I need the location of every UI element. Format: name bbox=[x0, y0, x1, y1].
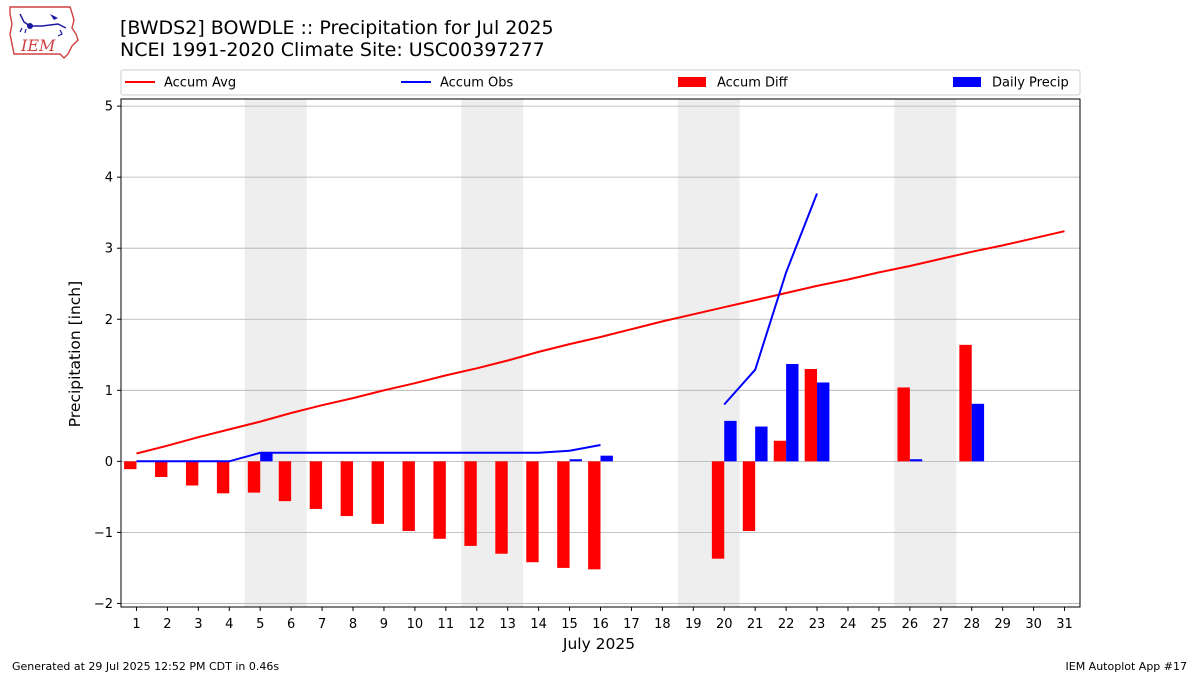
line-accum-obs bbox=[723, 193, 818, 406]
bar-accum-diff bbox=[464, 461, 477, 546]
bar-accum-diff bbox=[742, 461, 756, 531]
x-tick-label: 15 bbox=[561, 617, 578, 632]
legend-swatch bbox=[953, 77, 981, 87]
x-tick-label: 2 bbox=[163, 617, 171, 632]
bar-accum-diff bbox=[526, 461, 539, 563]
y-tick-label: 1 bbox=[105, 384, 113, 399]
bar-accum-diff bbox=[216, 461, 230, 494]
weekend-band bbox=[894, 99, 957, 607]
x-tick-label: 29 bbox=[994, 617, 1011, 632]
bar-accum-diff bbox=[371, 461, 384, 524]
bar-accum-diff bbox=[588, 461, 601, 570]
x-tick-label: 28 bbox=[963, 617, 980, 632]
x-tick-label: 25 bbox=[871, 617, 888, 632]
legend-swatch bbox=[678, 77, 706, 87]
y-tick-label: 0 bbox=[105, 455, 113, 470]
x-tick-label: 10 bbox=[407, 617, 424, 632]
bar-accum-diff bbox=[959, 344, 972, 462]
bar-daily-precip bbox=[600, 455, 613, 462]
bar-accum-diff bbox=[340, 461, 354, 517]
x-tick-label: 1 bbox=[132, 617, 140, 632]
weekend-band bbox=[677, 99, 740, 607]
y-tick-label: −2 bbox=[94, 597, 113, 612]
bar-accum-diff bbox=[155, 461, 168, 477]
bar-accum-diff bbox=[557, 461, 570, 568]
bar-accum-diff bbox=[711, 461, 725, 559]
bar-daily-precip bbox=[909, 459, 923, 462]
bar-accum-diff bbox=[495, 461, 508, 554]
y-tick-label: 4 bbox=[105, 171, 113, 186]
bar-accum-diff bbox=[185, 461, 199, 486]
bar-accum-diff bbox=[897, 387, 910, 462]
x-tick-label: 27 bbox=[933, 617, 950, 632]
lines bbox=[136, 193, 1065, 463]
bar-accum-diff bbox=[247, 461, 261, 493]
bar-daily-precip bbox=[786, 364, 799, 462]
y-axis-label: Precipitation [inch] bbox=[66, 281, 84, 427]
legend-box bbox=[120, 69, 1081, 96]
bar-accum-diff bbox=[773, 440, 787, 462]
x-tick-label: 9 bbox=[380, 617, 388, 632]
x-tick-label: 13 bbox=[499, 617, 516, 632]
x-tick-label: 8 bbox=[349, 617, 357, 632]
chart-subtitle: NCEI 1991-2020 Climate Site: USC00397277 bbox=[120, 39, 545, 61]
x-tick-label: 14 bbox=[530, 617, 547, 632]
y-tick-label: 2 bbox=[105, 313, 113, 328]
bar-daily-precip bbox=[260, 452, 273, 462]
legend-label: Accum Diff bbox=[717, 76, 789, 91]
bars bbox=[124, 344, 985, 570]
chart-title: [BWDS2] BOWDLE :: Precipitation for Jul … bbox=[120, 17, 554, 39]
weekend-band bbox=[244, 99, 307, 607]
bar-accum-diff bbox=[804, 368, 818, 462]
x-tick-label: 18 bbox=[654, 617, 671, 632]
bar-daily-precip bbox=[755, 426, 768, 462]
footer-generated: Generated at 29 Jul 2025 12:52 PM CDT in… bbox=[12, 660, 280, 673]
legend-label: Daily Precip bbox=[992, 76, 1069, 91]
bar-daily-precip bbox=[971, 403, 985, 462]
legend: Accum Avg Accum Obs Accum Diff Daily Precip bbox=[120, 69, 1081, 96]
x-tick-label: 22 bbox=[778, 617, 795, 632]
x-tick-label: 23 bbox=[809, 617, 826, 632]
legend-label: Accum Obs bbox=[440, 76, 513, 91]
x-tick-label: 11 bbox=[438, 617, 455, 632]
x-tick-label: 12 bbox=[468, 617, 485, 632]
bar-accum-diff bbox=[309, 461, 323, 509]
legend-label: Accum Avg bbox=[164, 76, 236, 91]
x-axis-label: July 2025 bbox=[562, 635, 635, 653]
x-tick-label: 24 bbox=[840, 617, 857, 632]
logo-text: IEM bbox=[20, 36, 56, 55]
x-tick-label: 26 bbox=[902, 617, 919, 632]
bar-accum-diff bbox=[433, 461, 446, 539]
x-tick-label: 6 bbox=[287, 617, 295, 632]
footer-app: IEM Autoplot App #17 bbox=[1065, 660, 1188, 673]
x-tick-label: 16 bbox=[592, 617, 609, 632]
bar-daily-precip bbox=[569, 459, 582, 462]
x-tick-label: 21 bbox=[747, 617, 764, 632]
x-tick-label: 7 bbox=[318, 617, 326, 632]
bar-daily-precip bbox=[817, 382, 830, 462]
x-tick-label: 19 bbox=[685, 617, 702, 632]
x-tick-label: 30 bbox=[1025, 617, 1042, 632]
bar-accum-diff bbox=[278, 461, 292, 502]
y-tick-label: −1 bbox=[94, 526, 113, 541]
x-tick-label: 17 bbox=[623, 617, 640, 632]
x-tick-label: 3 bbox=[194, 617, 202, 632]
line-accum-obs bbox=[136, 444, 601, 463]
x-tick-label: 5 bbox=[256, 617, 264, 632]
x-tick-label: 31 bbox=[1056, 617, 1073, 632]
x-tick-label: 4 bbox=[225, 617, 233, 632]
line-accum-avg bbox=[136, 230, 1065, 455]
y-tick-label: 3 bbox=[105, 242, 113, 257]
bar-accum-diff bbox=[402, 461, 415, 531]
iem-logo: IEM bbox=[6, 4, 82, 64]
bar-accum-diff bbox=[124, 461, 137, 470]
x-tick-label: 20 bbox=[716, 617, 733, 632]
y-tick-label: 5 bbox=[105, 100, 113, 115]
bar-daily-precip bbox=[724, 420, 737, 462]
